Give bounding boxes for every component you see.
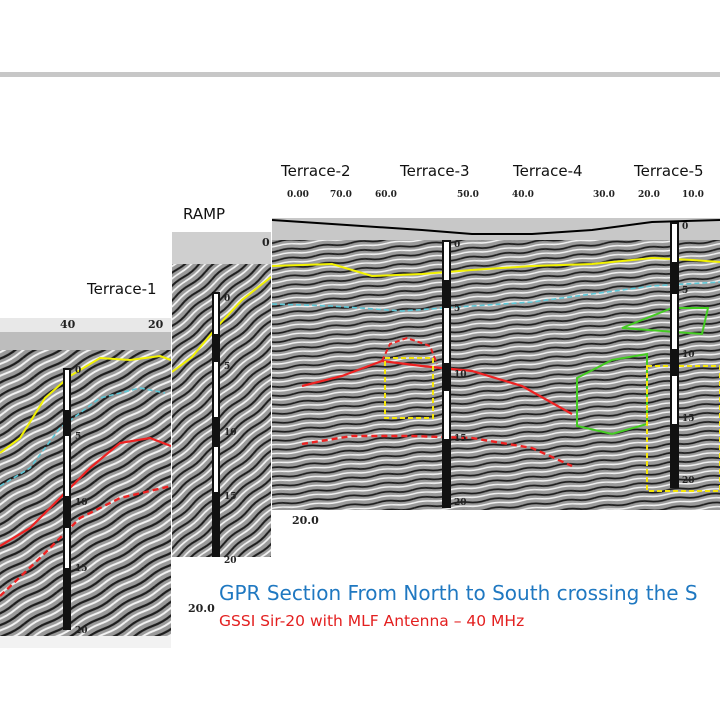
gpr-radargram-ramp xyxy=(172,232,271,647)
gpr-panel-ramp xyxy=(172,232,271,647)
borehole-4-depth-0: 0 xyxy=(682,222,689,232)
label-terrace-3: Terrace-3 xyxy=(400,162,470,180)
borehole-1-depth-5: 5 xyxy=(75,432,82,442)
borehole-1-depth-20: 20 xyxy=(75,626,88,636)
borehole-3-depth-0: 0 xyxy=(454,240,461,250)
borehole-4-depth-5: 5 xyxy=(682,286,689,296)
ruler-label-3: 50.0 xyxy=(457,190,479,200)
borehole-3-depth-20: 20 xyxy=(454,498,467,508)
label-terrace-5: Terrace-5 xyxy=(634,162,704,180)
gpr-radargram-main xyxy=(272,186,720,556)
borehole-1-depth-0: 0 xyxy=(75,366,82,376)
ramp-zero-label: 0 xyxy=(262,236,270,249)
scale-label-main: 20.0 xyxy=(292,514,319,527)
borehole-4-depth-20: 20 xyxy=(682,476,695,486)
ruler-label-5: 30.0 xyxy=(593,190,615,200)
caption-title: GPR Section From North to South crossing… xyxy=(219,581,698,605)
borehole-2-depth-15: 15 xyxy=(224,492,237,502)
caption-subtitle: GSSI Sir-20 with MLF Antenna – 40 MHz xyxy=(219,612,525,630)
borehole-4-depth-10: 10 xyxy=(682,350,695,360)
borehole-2-depth-20: 20 xyxy=(224,556,237,566)
borehole-2-depth-5: 5 xyxy=(224,362,231,372)
ruler-left-label-20: 20 xyxy=(148,318,164,331)
scale-label-left: 20.0 xyxy=(188,602,215,615)
borehole-2-depth-0: 0 xyxy=(224,294,231,304)
borehole-3-depth-15: 15 xyxy=(454,434,467,444)
ruler-label-7: 10.0 xyxy=(682,190,704,200)
ruler-label-4: 40.0 xyxy=(512,190,534,200)
gpr-panel-terrace-1 xyxy=(0,318,171,648)
ruler-left-label-40: 40 xyxy=(60,318,76,331)
label-terrace-2: Terrace-2 xyxy=(281,162,351,180)
borehole-2-depth-10: 10 xyxy=(224,428,237,438)
borehole-1-depth-10: 10 xyxy=(75,498,88,508)
ruler-label-0: 0.00 xyxy=(287,190,309,200)
borehole-3-depth-5: 5 xyxy=(454,304,461,314)
borehole-3-depth-10: 10 xyxy=(454,370,467,380)
gpr-radargram-1 xyxy=(0,318,171,648)
ruler-label-6: 20.0 xyxy=(638,190,660,200)
top-divider xyxy=(0,72,720,77)
label-ramp: RAMP xyxy=(183,205,226,223)
gpr-panel-main xyxy=(272,186,720,556)
ruler-label-1: 70.0 xyxy=(330,190,352,200)
ruler-label-2: 60.0 xyxy=(375,190,397,200)
borehole-1-depth-15: 15 xyxy=(75,564,88,574)
borehole-4-depth-15: 15 xyxy=(682,414,695,424)
label-terrace-4: Terrace-4 xyxy=(513,162,583,180)
label-terrace-1: Terrace-1 xyxy=(87,280,157,298)
